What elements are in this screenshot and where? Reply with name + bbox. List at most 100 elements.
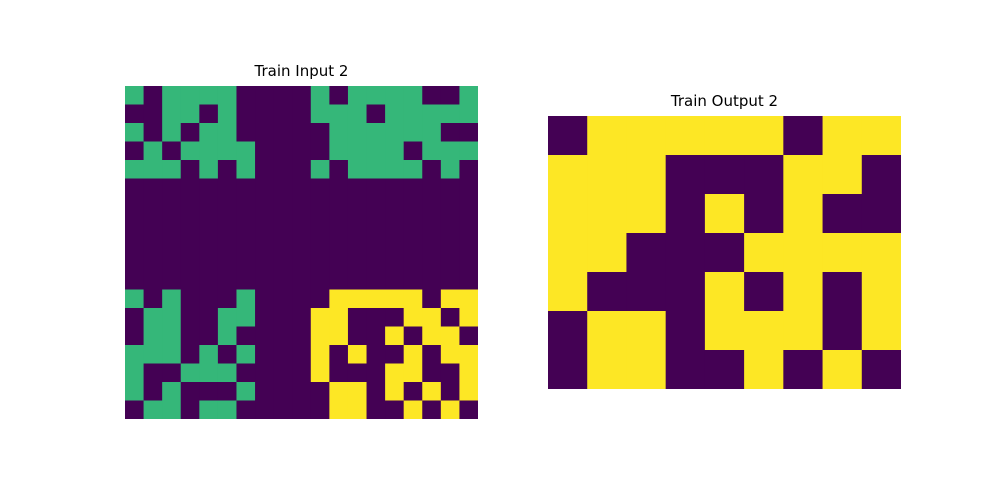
grid-cell [162,345,182,365]
grid-cell [385,160,405,180]
train-input-grid [125,86,478,419]
grid-cell [217,86,238,106]
grid-cell [255,160,275,180]
grid-cell [217,400,238,419]
grid-cell [273,252,293,272]
grid-cell [143,141,163,161]
grid-cell [704,272,745,312]
grid-cell [548,350,588,389]
grid-cell [459,86,478,106]
grid-cell [422,104,442,124]
grid-cell [366,123,386,143]
grid-cell [217,160,238,180]
grid-cell [236,382,256,402]
grid-cell [440,400,461,419]
grid-cell [347,400,368,419]
grid-cell [199,215,219,235]
grid-cell [385,308,405,328]
grid-cell [403,160,423,180]
grid-cell [548,233,588,273]
grid-cell [347,289,368,309]
grid-cell [440,141,461,161]
grid-cell [310,308,330,328]
grid-cell [459,141,478,161]
grid-cell [180,345,200,365]
grid-cell [366,308,386,328]
grid-cell [236,308,256,328]
grid-cell [292,234,312,254]
grid-cell [292,197,312,217]
grid-cell [422,363,442,383]
grid-cell [403,289,423,309]
grid-cell [704,350,745,389]
grid-cell [422,400,442,419]
grid-cell [125,141,145,161]
grid-cell [162,400,182,419]
grid-cell [366,363,386,383]
grid-cell [199,400,219,419]
grid-cell [162,141,182,161]
grid-cell [236,160,256,180]
grid-cell [125,86,145,106]
grid-cell [329,363,349,383]
grid-cell [125,363,145,383]
grid-cell [329,104,349,124]
grid-cell [329,308,349,328]
grid-cell [783,233,824,273]
grid-cell [403,271,423,291]
grid-cell [162,289,182,309]
grid-cell [199,160,219,180]
grid-cell [403,308,423,328]
grid-cell [273,104,293,124]
grid-cell [273,178,293,198]
grid-cell [217,363,238,383]
grid-cell [347,382,368,402]
train-output-grid [548,116,901,389]
grid-cell [422,326,442,346]
grid-cell [587,272,628,312]
grid-cell [236,141,256,161]
grid-cell [236,197,256,217]
grid-cell [587,233,628,273]
grid-cell [162,104,182,124]
grid-cell [587,350,628,389]
grid-cell [329,197,349,217]
grid-cell [125,382,145,402]
grid-cell [273,382,293,402]
grid-cell [199,345,219,365]
grid-cell [366,252,386,272]
grid-cell [199,86,219,106]
grid-cell [199,326,219,346]
grid-cell [255,308,275,328]
grid-cell [459,123,478,143]
grid-cell [255,234,275,254]
grid-cell [329,141,349,161]
grid-cell [162,271,182,291]
grid-cell [180,271,200,291]
grid-cell [422,308,442,328]
grid-cell [180,252,200,272]
grid-cell [199,104,219,124]
grid-cell [347,308,368,328]
grid-cell [440,382,461,402]
grid-cell [861,350,901,389]
grid-cell [366,400,386,419]
grid-cell [347,234,368,254]
grid-cell [744,311,784,351]
grid-cell [255,363,275,383]
grid-cell [626,311,667,351]
grid-cell [440,345,461,365]
grid-cell [665,350,706,389]
grid-cell [292,141,312,161]
grid-cell [310,104,330,124]
grid-cell [459,160,478,180]
grid-cell [626,350,667,389]
grid-cell [548,155,588,195]
grid-cell [347,271,368,291]
grid-cell [199,308,219,328]
grid-cell [385,345,405,365]
grid-cell [292,123,312,143]
grid-cell [403,382,423,402]
grid-cell [217,104,238,124]
grid-cell [143,289,163,309]
